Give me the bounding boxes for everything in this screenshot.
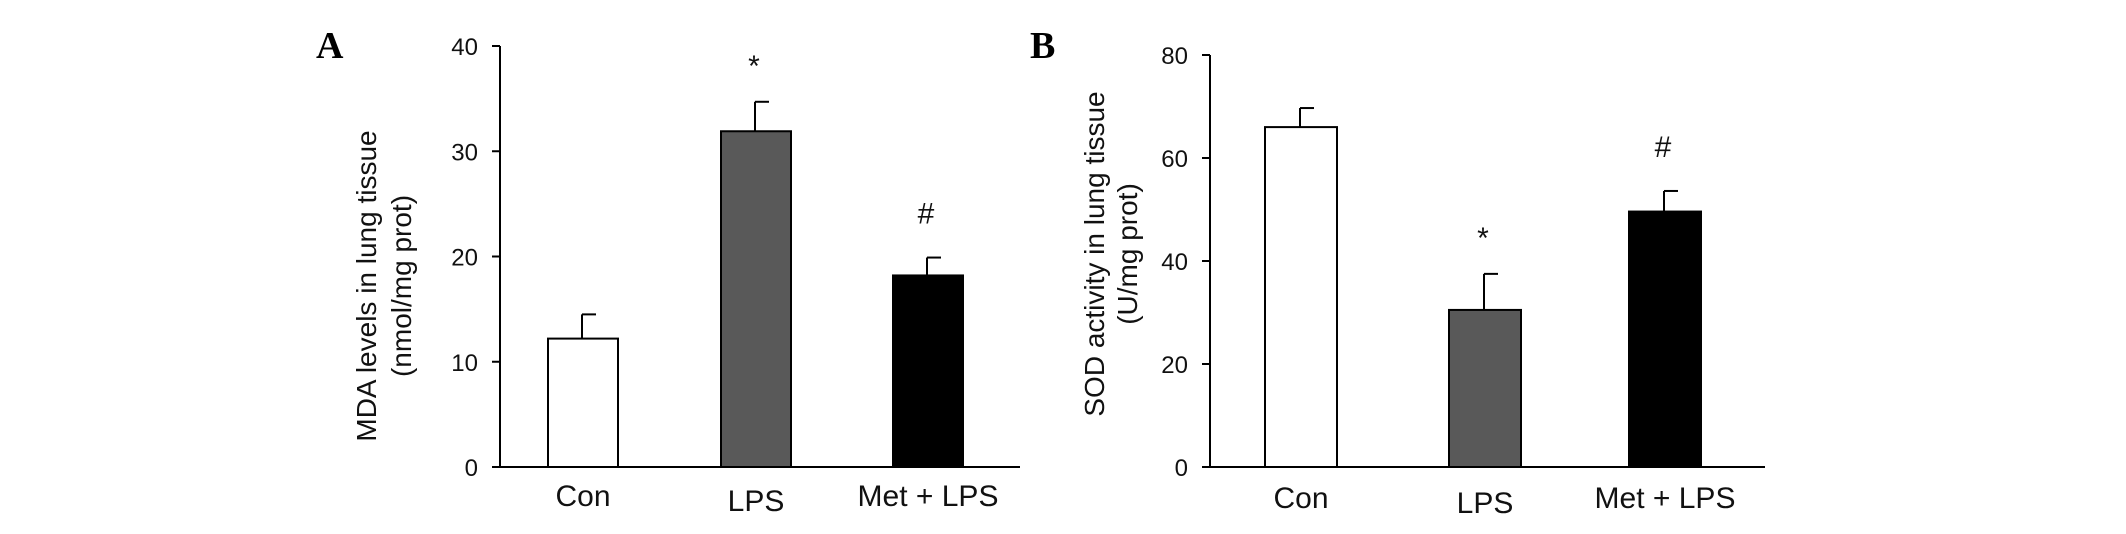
panel-a-ylabel-line-2: (nmol/mg prot) (386, 195, 417, 377)
panel-b-category-label: Con (1273, 482, 1328, 515)
panel-a-plot: 0 10 20 30 40 Con * LPS # Met + LPS (451, 34, 1020, 518)
panel-a-bar (892, 274, 964, 468)
panel-b-ylabel-line-2: (U/mg prot) (1112, 183, 1143, 325)
panel-b-y-tick-label: 20 (1161, 352, 1188, 379)
panel-b-category-label: LPS (1457, 487, 1514, 520)
panel-b-label: B (1030, 25, 1055, 67)
panel-a-y-tick-label: 0 (465, 455, 478, 482)
panel-a-significance-mark: # (918, 198, 935, 231)
panel-b-y-tick-label: 80 (1161, 43, 1188, 70)
panel-a-label: A (316, 25, 344, 67)
panel-a-ylabel-line-1: MDA levels in lung tissue (351, 130, 382, 441)
panel-a-y-tick-label: 20 (451, 245, 478, 272)
panel-b-plot: 0 20 40 60 80 Con * LPS # Met + LPS (1161, 43, 1765, 520)
panel-b-category-label: Met + LPS (1595, 482, 1736, 515)
panel-b-y-tick-label: 40 (1161, 249, 1188, 276)
panel-b-bar (1448, 308, 1522, 468)
panel-a-bar (547, 337, 619, 468)
panel-b-ylabel-line-1: SOD activity in lung tissue (1079, 91, 1110, 416)
panel-a-category-label: Met + LPS (858, 480, 999, 513)
panel-b-significance-mark: * (1477, 222, 1489, 255)
panel-a-category-label: LPS (728, 485, 785, 518)
panel-b-y-tick-label: 60 (1161, 146, 1188, 173)
panel-a: A MDA levels in lung tissue (nmol/mg pro… (316, 25, 1020, 518)
panel-b-significance-mark: # (1655, 131, 1672, 164)
panel-a-y-tick-label: 30 (451, 139, 478, 166)
panel-a-category-label: Con (555, 480, 610, 513)
panel-b-y-tick-label: 0 (1175, 455, 1188, 482)
panel-a-significance-mark: * (748, 50, 760, 83)
panel-b-bar (1264, 126, 1338, 468)
panel-b: B SOD activity in lung tissue (U/mg prot… (1030, 25, 1765, 520)
panel-a-y-tick-label: 10 (451, 350, 478, 377)
panel-a-y-tick-label: 40 (451, 34, 478, 61)
panel-a-bar (720, 130, 792, 468)
panel-b-bar (1628, 210, 1702, 468)
